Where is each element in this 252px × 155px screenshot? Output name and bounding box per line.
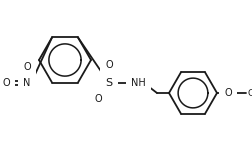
Text: O: O — [105, 60, 113, 70]
Text: CH₃: CH₃ — [247, 89, 252, 97]
Text: NH: NH — [131, 78, 146, 88]
Text: O: O — [224, 88, 232, 98]
Text: O: O — [94, 94, 102, 104]
Text: N: N — [23, 78, 31, 88]
Text: O: O — [2, 78, 10, 88]
Text: O: O — [23, 62, 31, 72]
Text: S: S — [105, 78, 113, 88]
